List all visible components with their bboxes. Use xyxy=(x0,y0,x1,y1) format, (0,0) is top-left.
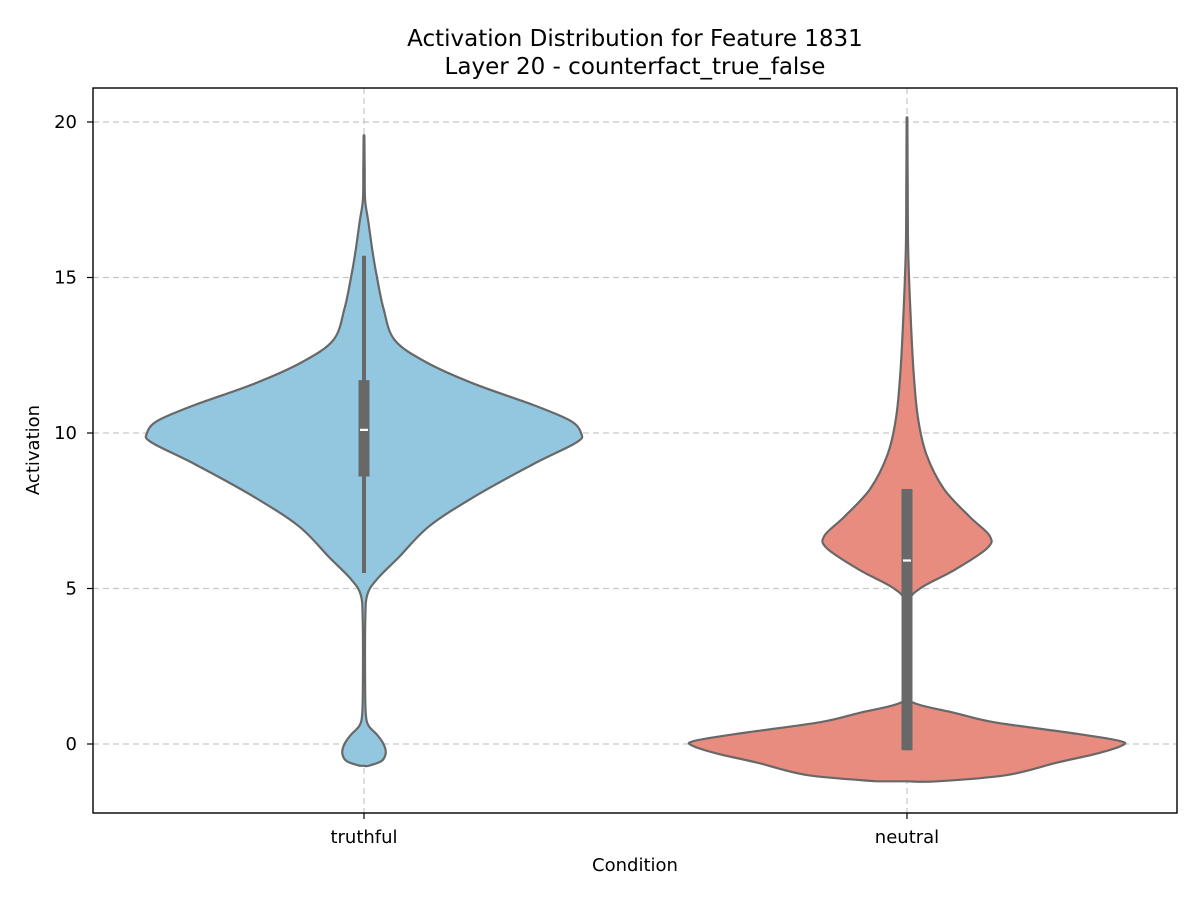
x-tick-label-neutral: neutral xyxy=(875,827,939,848)
y-tick-label: 20 xyxy=(54,112,77,133)
y-tick-label: 10 xyxy=(54,423,77,444)
violins xyxy=(146,117,1125,781)
chart-subtitle: Layer 20 - counterfact_true_false xyxy=(445,54,826,80)
y-tick-label: 0 xyxy=(66,734,77,755)
y-tick-label: 5 xyxy=(66,579,77,600)
chart-title: Activation Distribution for Feature 1831 xyxy=(407,26,863,52)
y-axis-label: Activation xyxy=(23,405,44,495)
y-tick-label: 15 xyxy=(54,268,77,289)
iqr-box-neutral xyxy=(902,489,913,750)
x-axis-label: Condition xyxy=(592,855,678,876)
iqr-box-truthful xyxy=(359,380,370,476)
x-tick-label-truthful: truthful xyxy=(330,827,397,848)
